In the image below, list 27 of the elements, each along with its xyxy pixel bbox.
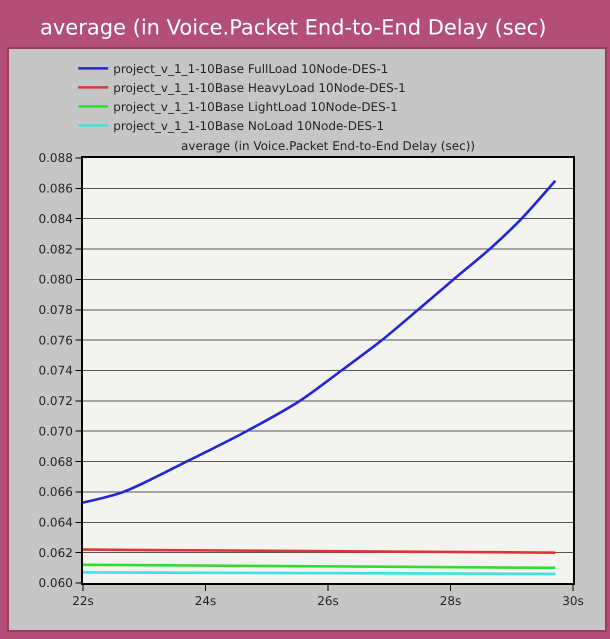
legend-label: project_v_1_1-10Base HeavyLoad 10Node-DES-1 xyxy=(113,81,406,96)
y-tick-label: 0.066 xyxy=(38,485,73,500)
y-tick-label: 0.084 xyxy=(38,212,73,226)
y-tick-label: 0.086 xyxy=(38,182,73,196)
y-tick-label: 0.070 xyxy=(38,424,73,438)
x-tick-label: 24s xyxy=(194,594,216,608)
x-tick-label: 22s xyxy=(72,594,94,608)
chart-subtitle: average (in Voice.Packet End-to-End Delay (sec)) xyxy=(181,139,476,153)
y-tick-label: 0.068 xyxy=(38,454,73,469)
line-series xyxy=(83,179,557,504)
chart-title: average (in Voice.Packet End-to-End Delay (sec) xyxy=(40,15,546,40)
y-tick-label: 0.060 xyxy=(38,576,73,590)
legend-label: project_v_1_1-10Base FullLoad 10Node-DES-1 xyxy=(113,62,388,76)
y-tick-label: 0.062 xyxy=(38,546,73,560)
y-tick-label: 0.078 xyxy=(38,302,73,317)
y-tick-label: 0.088 xyxy=(38,151,73,166)
x-tick-label: 28s xyxy=(440,594,462,608)
x-tick-label: 30s xyxy=(562,594,584,608)
y-tick-label: 0.074 xyxy=(38,364,73,378)
y-tick-label: 0.064 xyxy=(38,515,73,530)
y-tick-label: 0.080 xyxy=(38,272,73,287)
y-tick-label: 0.072 xyxy=(38,394,73,408)
x-tick-label: 26s xyxy=(317,594,339,608)
legend-label: project_v_1_1-10Base NoLoad 10Node-DES-1 xyxy=(113,119,384,134)
y-tick-label: 0.082 xyxy=(38,242,73,256)
legend-label: project_v_1_1-10Base LightLoad 10Node-DES-1 xyxy=(113,100,398,114)
y-tick-label: 0.076 xyxy=(38,333,73,348)
